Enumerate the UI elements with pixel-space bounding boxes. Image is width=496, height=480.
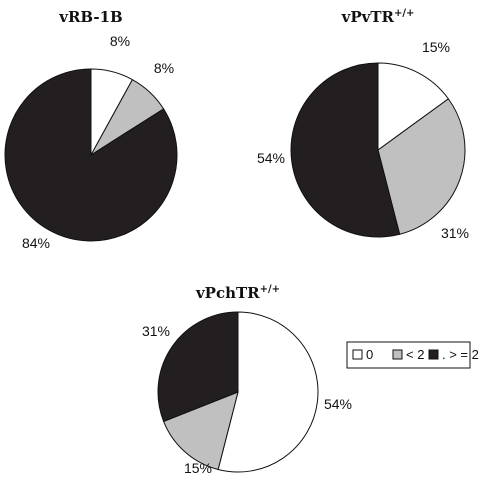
pie-title-superscript: +/+	[260, 284, 280, 295]
pie-chart-3: vPchTR+/+ 54% 15% 31%	[142, 284, 352, 476]
legend-label: < 2	[406, 347, 424, 362]
slice-percent-label: 15%	[422, 39, 450, 55]
slice-percent-label: 31%	[142, 323, 170, 339]
pie-charts-group: vRB-1B8%8%84%vPvTR+/+15%31%54%vPchTR+/+5…	[4, 8, 469, 476]
slice-percent-label: 8%	[154, 60, 174, 76]
pie-title: vPchTR+/+	[195, 284, 280, 302]
legend-label: 0	[366, 347, 373, 362]
pie-chart-1: vRB-1B 8% 8% 84%	[4, 8, 178, 251]
slice-percent-label: 84%	[22, 235, 50, 251]
slice-percent-label: 54%	[257, 150, 285, 166]
pie-slice-2	[4, 68, 178, 242]
slice-percent-label: 31%	[441, 225, 469, 241]
pie-title-main: vRB-1B	[58, 8, 122, 26]
pie-title: vPvTR+/+	[341, 8, 415, 26]
legend-swatch	[392, 349, 403, 360]
legend-swatch	[352, 349, 363, 360]
pie-slice-2	[377, 98, 466, 235]
slice-percent-label: 8%	[110, 33, 130, 49]
pie-slice-2	[157, 311, 239, 423]
pie-slice-0	[377, 62, 450, 151]
pie-slice-2	[290, 62, 401, 238]
pie-slice-0	[217, 311, 319, 473]
pie-slice-2	[162, 391, 239, 471]
pie-title: vRB-1B	[58, 8, 122, 26]
legend-box	[346, 341, 471, 369]
pie-chart-2: vPvTR+/+ 15% 31% 54%	[257, 8, 469, 241]
slice-percent-label: 15%	[184, 460, 212, 476]
pie-title-main: vPchTR	[195, 284, 260, 302]
legend-swatch	[428, 349, 439, 360]
legend-label: . > = 2	[442, 347, 479, 362]
slice-percent-label: 54%	[324, 396, 352, 412]
pie-title-main: vPvTR	[341, 8, 395, 26]
pie-title-superscript: +/+	[394, 8, 414, 19]
legend: 0 < 2 . > = 2	[346, 341, 479, 369]
